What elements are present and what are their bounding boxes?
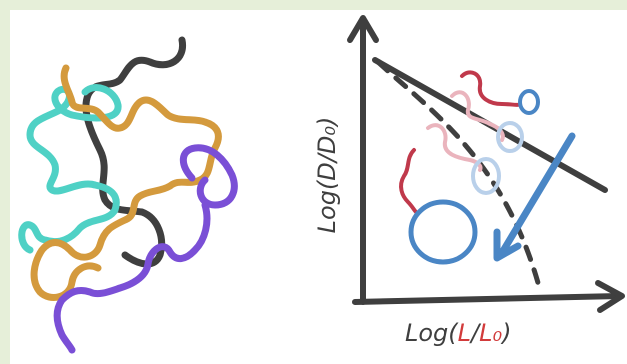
coil-tail-red-bottom [399, 148, 418, 214]
diagram-canvas: Log(D/D₀) Log(L/L₀) [10, 10, 627, 364]
coil-tail-red-top [460, 70, 522, 107]
coil-lightblue-2 [471, 157, 501, 195]
coil-blue-large [408, 199, 478, 265]
coil-blue-small [518, 89, 540, 115]
arrow-blue-head [493, 228, 522, 262]
y-axis-label: Log(D/D₀) [313, 117, 341, 234]
x-axis-label: Log(L/L₀) [405, 319, 512, 347]
x-axis-arrowhead [595, 280, 625, 313]
diagram-svg: Log(D/D₀) Log(L/L₀) [18, 15, 625, 354]
x-axis-label-L0: L₀ [479, 319, 502, 347]
x-axis [352, 293, 623, 305]
polymer-strand-orange [30, 64, 222, 301]
arrow-blue-shaft [496, 132, 576, 260]
trend-curve-dashed [375, 59, 543, 293]
log-log-plot: Log(D/D₀) Log(L/L₀) [313, 15, 625, 347]
y-axis-arrowhead [347, 15, 379, 43]
polymer-strand-dark [82, 36, 187, 268]
polymer-strand-purple [53, 144, 238, 354]
coil-lightblue-1 [496, 121, 524, 153]
x-axis-label-L: L [458, 319, 471, 347]
tangled-polymers [18, 36, 238, 354]
